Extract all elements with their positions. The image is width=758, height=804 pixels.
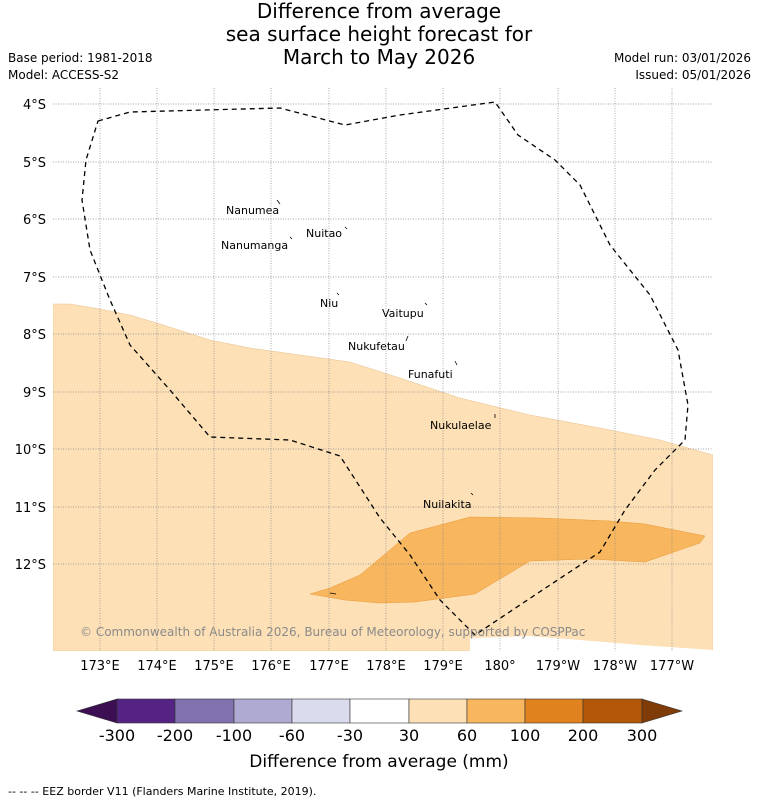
colorbar-tick: 300 bbox=[627, 726, 658, 745]
lat-label: 4°S bbox=[23, 98, 46, 113]
island-nanumea: Nanumea bbox=[226, 204, 279, 217]
colorbar-tick: 60 bbox=[457, 726, 477, 745]
island-nanumanga: Nanumanga bbox=[221, 239, 288, 252]
longitude-labels: 173°E 174°E 175°E 176°E 177°E 178°E 179°… bbox=[80, 659, 694, 674]
meta-left: Base period: 1981-2018 Model: ACCESS-S2 bbox=[8, 50, 153, 84]
island-nukulaelae: Nukulaelae bbox=[430, 419, 492, 432]
lat-label: 9°S bbox=[23, 386, 46, 401]
colorbar-tick: -200 bbox=[157, 726, 193, 745]
base-period: Base period: 1981-2018 bbox=[8, 51, 153, 65]
lon-label: 174°E bbox=[137, 659, 177, 674]
colorbar-cell bbox=[524, 698, 584, 724]
colorbar-cell bbox=[116, 698, 176, 724]
colorbar-tick: 100 bbox=[510, 726, 541, 745]
colorbar-title: Difference from average (mm) bbox=[249, 752, 508, 772]
meta-right: Model run: 03/01/2026 Issued: 05/01/2026 bbox=[614, 50, 751, 84]
lon-label: 177°W bbox=[650, 659, 694, 674]
colorbar bbox=[75, 698, 684, 724]
model-name: Model: ACCESS-S2 bbox=[8, 68, 120, 82]
island-nukufetau: Nukufetau bbox=[348, 340, 405, 353]
lon-label: 179°W bbox=[536, 659, 580, 674]
latitude-labels: 4°S 5°S 6°S 7°S 8°S 9°S 10°S 11°S 12°S bbox=[15, 98, 46, 573]
colorbar-tick: -300 bbox=[99, 726, 135, 745]
island-nuitao: Nuitao bbox=[306, 227, 342, 240]
eez-legend-footer: -- -- -- EEZ border V11 (Flanders Marine… bbox=[8, 785, 317, 798]
colorbar-cell bbox=[174, 698, 235, 724]
colorbar-tick: -100 bbox=[216, 726, 252, 745]
title-line-3: March to May 2026 bbox=[282, 45, 476, 69]
lon-label: 176°E bbox=[251, 659, 291, 674]
colorbar-cell bbox=[582, 698, 643, 724]
anomaly-region-60-100 bbox=[309, 516, 706, 604]
colorbar-cell bbox=[466, 698, 526, 724]
lat-label: 5°S bbox=[23, 156, 46, 171]
chart-title: Difference from average sea surface heig… bbox=[0, 0, 758, 69]
copyright-notice: © Commonwealth of Australia 2026, Bureau… bbox=[80, 625, 585, 639]
lat-label: 6°S bbox=[23, 213, 46, 228]
colorbar-cell bbox=[291, 698, 351, 724]
lat-label: 10°S bbox=[15, 443, 46, 458]
lon-label: 173°E bbox=[80, 659, 120, 674]
graticule bbox=[53, 88, 713, 651]
island-niu: Niu bbox=[320, 297, 338, 310]
colorbar-tick: -60 bbox=[279, 726, 305, 745]
colorbar-cell bbox=[408, 698, 468, 724]
title-line-1: Difference from average bbox=[256, 0, 502, 23]
island-funafuti: Funafuti bbox=[408, 368, 453, 381]
colorbar-extend-low bbox=[75, 698, 118, 724]
colorbar-tick: -30 bbox=[337, 726, 363, 745]
island-nuilakita: Nuilakita bbox=[423, 498, 472, 511]
model-run: Model run: 03/01/2026 bbox=[613, 51, 751, 65]
lon-label: 178°E bbox=[366, 659, 406, 674]
lon-label: 180° bbox=[484, 659, 515, 674]
lon-label: 179°E bbox=[423, 659, 463, 674]
colorbar-cell bbox=[349, 698, 410, 724]
map-panel: Nanumea Nuitao Nanumanga Niu Vaitupu Nuk… bbox=[53, 88, 713, 651]
lon-label: 178°W bbox=[593, 659, 637, 674]
eez-border bbox=[81, 101, 689, 636]
lon-label: 175°E bbox=[194, 659, 234, 674]
title-line-2: sea surface height forecast for bbox=[225, 22, 533, 46]
colorbar-tick: 30 bbox=[399, 726, 419, 745]
issued-date: Issued: 05/01/2026 bbox=[635, 68, 751, 82]
colorbar-ticks: -300 -200 -100 -60 -30 30 60 100 200 300 bbox=[99, 726, 657, 745]
island-shapes bbox=[276, 199, 496, 595]
colorbar-tick: 200 bbox=[568, 726, 599, 745]
lat-label: 7°S bbox=[23, 271, 46, 286]
colorbar-cell bbox=[233, 698, 293, 724]
lat-label: 12°S bbox=[15, 558, 46, 573]
lon-label: 177°E bbox=[309, 659, 349, 674]
white-cutout bbox=[470, 636, 713, 651]
lat-label: 11°S bbox=[15, 501, 46, 516]
colorbar-extend-high bbox=[641, 698, 684, 724]
lat-label: 8°S bbox=[23, 328, 46, 343]
island-vaitupu: Vaitupu bbox=[382, 307, 424, 320]
